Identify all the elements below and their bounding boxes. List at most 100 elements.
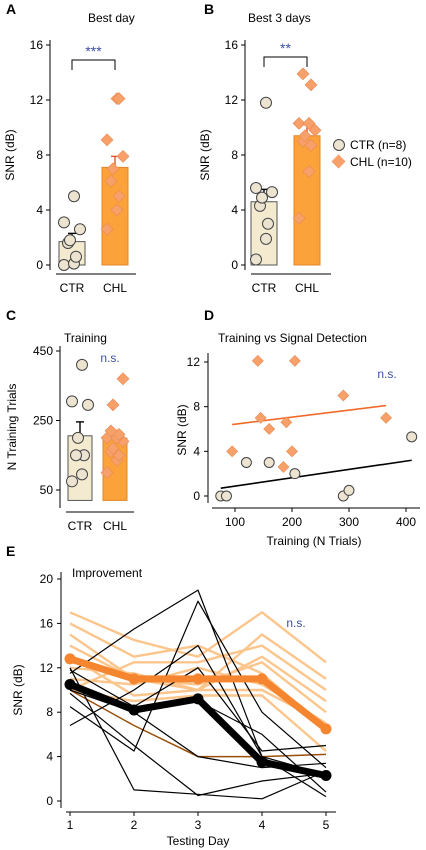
panel-e-title: Improvement: [72, 566, 143, 580]
data-point-chl: [308, 123, 322, 137]
significance-label: n.s.: [377, 367, 396, 381]
panel-letter-a: A: [6, 1, 16, 17]
data-point-ctr: [64, 234, 76, 247]
data-point-ctr: [70, 250, 82, 263]
y-tick-label: 450: [33, 344, 53, 358]
data-point-chl: [112, 189, 126, 203]
data-point-chl: [304, 78, 318, 92]
x-tick-label-chl: CHL: [103, 281, 127, 295]
data-point-chl: [106, 162, 120, 176]
data-point-ctr: [343, 484, 355, 496]
significance-bracket: [263, 56, 308, 67]
ctr-individual-line: [69, 667, 327, 752]
bar-ctr: [67, 435, 93, 501]
data-point-ctr: [260, 96, 272, 109]
data-point-chl: [292, 211, 306, 225]
significance-label: **: [280, 40, 291, 56]
y-tick-label: 12: [187, 355, 201, 369]
data-point-ctr: [262, 217, 274, 230]
data-point-chl: [106, 398, 120, 412]
y-tick-label: 16: [40, 616, 54, 630]
data-point-ctr: [240, 457, 252, 468]
data-point-ctr: [250, 253, 262, 266]
y-tick-label: 4: [231, 203, 238, 217]
data-point-chl: [302, 116, 316, 130]
data-point-chl: [292, 116, 306, 130]
y-tick-label: 0: [46, 794, 53, 808]
significance-bracket: [71, 59, 116, 70]
data-point-ctr: [289, 468, 301, 480]
legend-ctr-label: CTR (n=8): [350, 138, 406, 152]
data-point-chl: [286, 445, 298, 458]
chl-individual-line: [69, 644, 327, 714]
panel-letter-b: B: [204, 1, 214, 17]
data-point-ctr: [70, 449, 82, 462]
ctr-mean-marker: [64, 678, 76, 690]
chl-mean-marker: [64, 653, 76, 665]
legend-ctr-marker: [333, 139, 345, 151]
panel-letter-e: E: [6, 543, 15, 559]
y-tick-label: 8: [193, 400, 200, 414]
ctr-mean-marker: [128, 704, 140, 716]
chl-individual-line: [69, 611, 327, 664]
significance-label: n.s.: [100, 351, 119, 365]
data-point-chl: [110, 203, 124, 217]
x-tick-label: 400: [396, 515, 416, 529]
x-tick-label-chl: CHL: [103, 519, 127, 533]
x-axis-label: Training (N Trials): [267, 534, 362, 548]
y-tick-label: 8: [36, 148, 43, 162]
ctr-mean-marker: [256, 756, 268, 768]
panel-d-chart: 0 4 8 12 100 200 300 400 Training (N Trials) SNR …: [175, 353, 420, 548]
panel-a-chart: 0 4 8 12 16 SNR (dB) CTR CHL ***: [3, 38, 136, 295]
y-axis-label: SNR (dB): [3, 129, 17, 180]
data-point-ctr: [66, 395, 78, 408]
data-point-ctr: [58, 216, 70, 229]
data-point-ctr: [263, 457, 275, 468]
y-tick-label: 16: [225, 38, 239, 52]
data-point-chl: [288, 354, 301, 367]
data-point-chl: [100, 466, 114, 480]
ctr-individual-line: [69, 600, 327, 769]
data-point-chl: [277, 461, 290, 473]
x-axis-label: Testing Day: [167, 834, 230, 848]
x-tick-label: 5: [323, 818, 330, 832]
significance-label: n.s.: [286, 616, 305, 630]
data-point-ctr: [72, 431, 84, 444]
y-tick-label: 12: [30, 93, 44, 107]
y-axis-label: SNR (dB): [175, 404, 189, 455]
bar-chl: [293, 135, 321, 266]
chl-mean-marker: [256, 673, 268, 685]
data-point-chl: [106, 441, 120, 455]
data-point-ctr: [82, 398, 94, 411]
data-point-chl: [298, 129, 312, 143]
y-tick-label: 0: [36, 258, 43, 272]
data-point-chl: [380, 411, 392, 424]
chl-mean-marker: [320, 723, 332, 735]
panel-b-title: Best 3 days: [248, 11, 311, 25]
y-axis-label: N Training Trials: [5, 384, 19, 471]
y-tick-label: 250: [33, 414, 53, 428]
data-point-chl: [296, 67, 310, 81]
panel-letter-c: C: [6, 307, 16, 323]
data-point-chl: [263, 423, 276, 435]
data-point-ctr: [76, 468, 88, 481]
legend-chl-marker: [331, 154, 346, 169]
y-tick-label: 0: [231, 258, 238, 272]
ctr-individual-line: [69, 667, 327, 800]
chl-mean-marker: [128, 673, 140, 685]
ctr-mean-marker: [192, 693, 204, 705]
y-axis-label: SNR (dB): [11, 664, 25, 715]
y-tick-label: 8: [231, 148, 238, 162]
x-tick-label-chl: CHL: [295, 281, 319, 295]
data-point-chl: [251, 354, 264, 367]
x-tick-label: 2: [131, 818, 138, 832]
data-point-ctr: [76, 358, 88, 371]
y-tick-label: 50: [40, 483, 54, 497]
x-tick-label: 4: [259, 818, 266, 832]
x-tick-label: 300: [339, 515, 359, 529]
panel-b-chart: 0 4 8 12 16 SNR (dB) CTR CHL **: [198, 38, 331, 295]
data-point-chl: [254, 411, 267, 424]
x-tick-label: 100: [225, 515, 245, 529]
